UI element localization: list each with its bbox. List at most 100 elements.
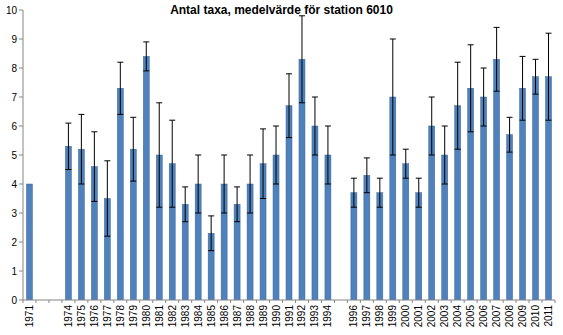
error-bar <box>312 97 318 155</box>
x-tick <box>503 300 504 303</box>
x-tick-label: 1992 <box>296 305 307 328</box>
x-tick <box>308 300 309 303</box>
y-tick <box>19 155 23 156</box>
y-tick-label: 1 <box>11 266 17 277</box>
y-tick <box>19 184 23 185</box>
x-tick-label: 2002 <box>426 305 437 328</box>
error-bar <box>403 149 409 178</box>
x-tick <box>321 300 322 303</box>
x-tick <box>282 300 283 303</box>
error-bar <box>468 45 474 132</box>
error-bar <box>143 42 149 71</box>
x-tick-label: 1991 <box>284 305 295 328</box>
x-tick-label: 1985 <box>206 305 217 328</box>
x-tick <box>152 300 153 303</box>
x-tick <box>61 300 62 303</box>
x-tick-label: 2009 <box>517 305 528 328</box>
error-bar <box>208 216 214 251</box>
x-tick <box>399 300 400 303</box>
y-tick-label: 4 <box>11 179 17 190</box>
x-tick <box>490 300 491 303</box>
x-tick-label: 1990 <box>271 305 282 328</box>
error-bar <box>325 126 331 184</box>
x-tick <box>74 300 75 303</box>
bar <box>117 88 123 300</box>
x-tick-label: 1983 <box>180 305 191 328</box>
y-tick <box>19 10 23 11</box>
x-axis <box>23 300 555 301</box>
x-tick <box>113 300 114 303</box>
x-tick <box>230 300 231 303</box>
error-bar <box>221 155 227 213</box>
x-tick-label: 2005 <box>465 305 476 328</box>
error-bar <box>364 158 370 193</box>
bar <box>65 146 71 300</box>
y-tick-label: 3 <box>11 208 17 219</box>
x-tick-label: 1971 <box>24 305 35 328</box>
x-tick-label: 1981 <box>154 305 165 328</box>
y-tick-label: 0 <box>11 295 17 306</box>
x-tick-label: 2003 <box>439 305 450 328</box>
error-bar <box>520 56 526 120</box>
x-tick <box>295 300 296 303</box>
x-tick-label: 2004 <box>452 305 463 328</box>
x-tick <box>23 300 24 303</box>
bar <box>416 193 422 300</box>
error-bar <box>156 103 162 207</box>
x-tick <box>516 300 517 303</box>
y-tick-label: 2 <box>11 237 17 248</box>
error-bar <box>455 62 461 149</box>
error-bar <box>442 126 448 184</box>
error-bar <box>507 117 513 152</box>
x-tick <box>555 300 556 303</box>
bar <box>494 59 500 300</box>
y-tick-label: 7 <box>11 92 17 103</box>
bar <box>507 135 513 300</box>
x-tick <box>256 300 257 303</box>
x-tick <box>451 300 452 303</box>
x-tick-label: 1984 <box>193 305 204 328</box>
x-tick-label: 1999 <box>387 305 398 328</box>
x-tick <box>243 300 244 303</box>
x-tick-label: 1976 <box>89 305 100 328</box>
y-tick <box>19 39 23 40</box>
error-bar <box>351 178 357 207</box>
x-tick <box>464 300 465 303</box>
chart: Antal taxa, medelvärde för station 6010 0… <box>0 0 563 335</box>
x-tick <box>347 300 348 303</box>
x-tick <box>386 300 387 303</box>
error-bar <box>104 161 110 236</box>
x-tick-label: 2008 <box>504 305 515 328</box>
x-tick-label: 2011 <box>543 305 554 327</box>
x-tick <box>360 300 361 303</box>
bar <box>533 77 539 300</box>
error-bar <box>390 39 396 155</box>
bar <box>351 193 357 300</box>
x-tick-label: 2000 <box>400 305 411 328</box>
y-tick-label: 6 <box>11 121 17 132</box>
x-tick <box>334 300 335 303</box>
y-tick <box>19 242 23 243</box>
x-tick <box>87 300 88 303</box>
error-bar <box>117 62 123 114</box>
x-tick-label: 1986 <box>219 305 230 328</box>
x-tick <box>217 300 218 303</box>
title: Antal taxa, medelvärde för station 6010 <box>170 3 393 17</box>
x-tick <box>35 300 36 303</box>
x-tick <box>269 300 270 303</box>
x-tick <box>139 300 140 303</box>
x-tick <box>204 300 205 303</box>
x-tick <box>165 300 166 303</box>
y-tick <box>19 97 23 98</box>
x-tick <box>126 300 127 303</box>
y-tick-label: 8 <box>11 63 17 74</box>
y-tick <box>19 126 23 127</box>
error-bar <box>195 155 201 213</box>
error-bar <box>247 155 253 213</box>
bar <box>143 56 149 300</box>
error-bar <box>78 114 84 184</box>
x-tick-label: 2007 <box>491 305 502 328</box>
x-tick <box>542 300 543 303</box>
x-tick-label: 1974 <box>63 305 74 328</box>
x-tick <box>529 300 530 303</box>
